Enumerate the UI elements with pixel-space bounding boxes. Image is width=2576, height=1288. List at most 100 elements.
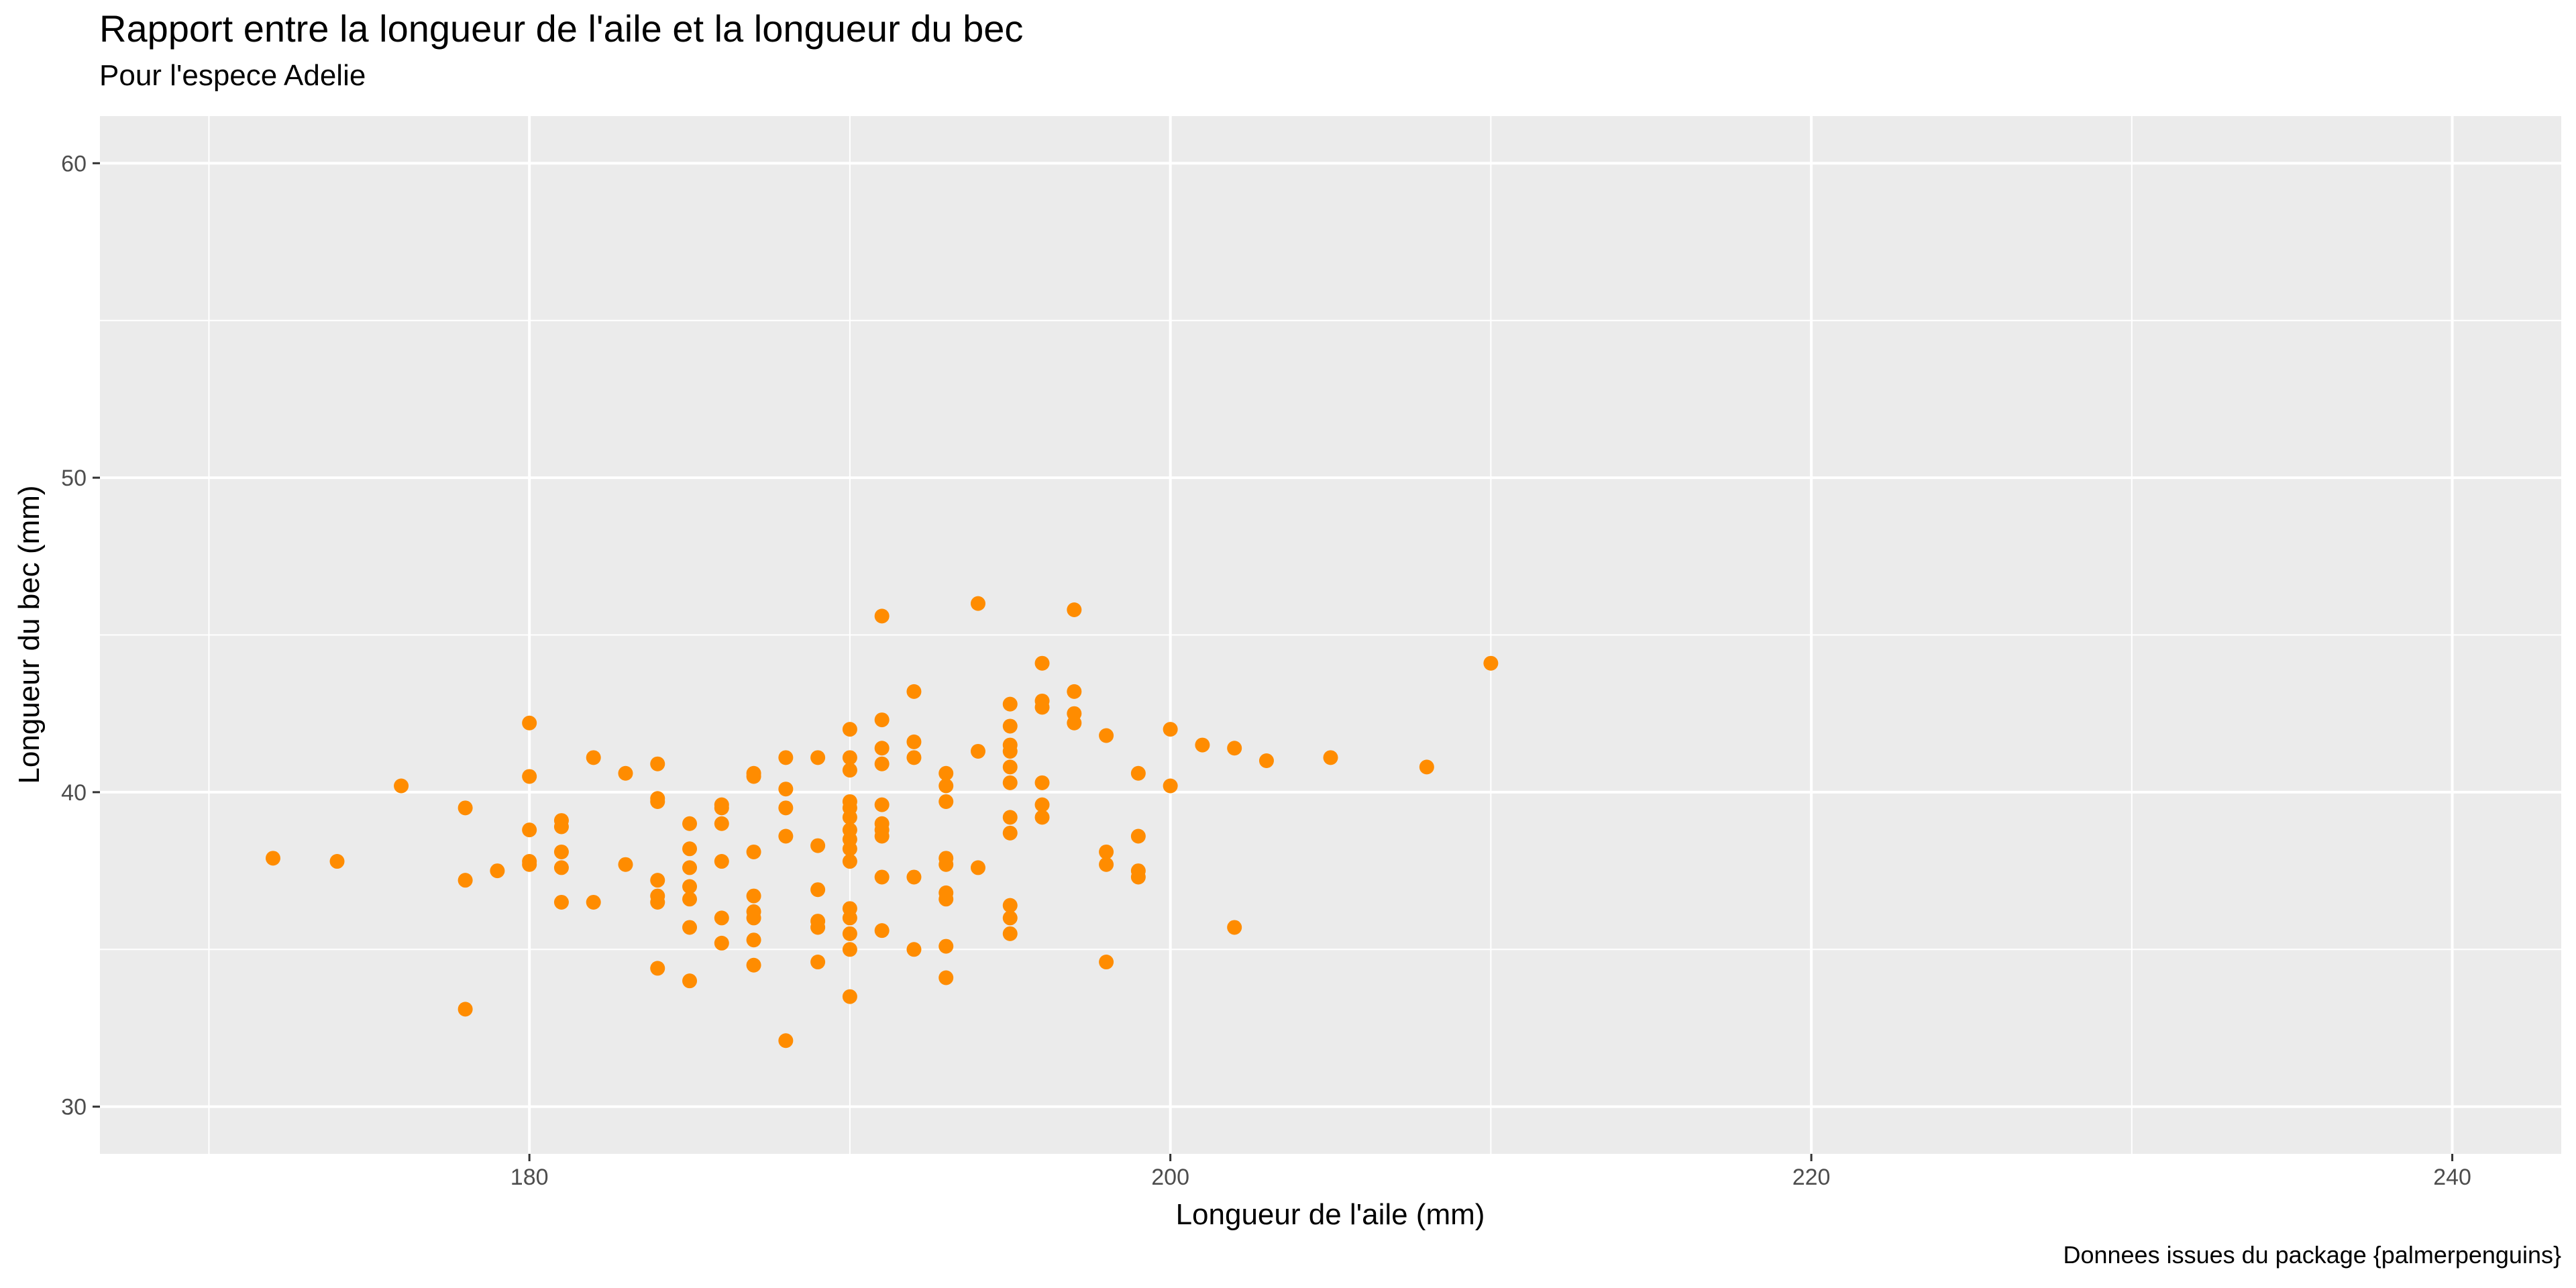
data-point bbox=[938, 765, 954, 781]
data-point bbox=[650, 794, 665, 809]
data-point bbox=[265, 851, 280, 866]
data-point bbox=[1002, 743, 1018, 759]
data-point bbox=[1099, 857, 1114, 872]
data-point bbox=[458, 873, 473, 888]
y-tick-label: 60 bbox=[61, 151, 87, 176]
data-point bbox=[682, 841, 698, 857]
data-point bbox=[682, 973, 698, 989]
data-point bbox=[1227, 920, 1242, 935]
x-tick-label: 220 bbox=[1792, 1165, 1831, 1190]
data-point bbox=[1034, 700, 1050, 715]
data-point bbox=[842, 722, 857, 737]
data-point bbox=[1130, 765, 1146, 781]
data-point bbox=[906, 734, 922, 749]
data-point bbox=[1323, 750, 1338, 765]
data-point bbox=[714, 910, 729, 926]
data-point bbox=[1258, 753, 1274, 769]
data-point bbox=[522, 857, 537, 872]
data-point bbox=[778, 1033, 794, 1049]
data-point bbox=[842, 763, 857, 778]
data-point bbox=[1002, 898, 1018, 913]
data-point bbox=[1067, 684, 1082, 699]
data-point bbox=[1002, 926, 1018, 941]
x-axis-title: Longueur de l'aile (mm) bbox=[1176, 1198, 1485, 1231]
data-point bbox=[1002, 825, 1018, 841]
data-point bbox=[746, 957, 761, 973]
data-point bbox=[458, 1002, 473, 1017]
data-point bbox=[586, 750, 601, 765]
data-point bbox=[1099, 844, 1114, 859]
y-tick-label: 30 bbox=[61, 1095, 87, 1120]
grid-major bbox=[100, 116, 2561, 1154]
data-point bbox=[522, 715, 537, 731]
data-point bbox=[1099, 728, 1114, 743]
y-axis-title: Longueur du bec (mm) bbox=[13, 485, 46, 784]
data-point bbox=[970, 596, 985, 611]
data-point bbox=[874, 756, 890, 771]
data-point bbox=[874, 608, 890, 624]
data-point bbox=[522, 822, 537, 838]
data-point bbox=[778, 828, 794, 844]
x-tick-label: 180 bbox=[511, 1165, 549, 1190]
data-point bbox=[810, 750, 826, 765]
y-tick-label: 50 bbox=[61, 466, 87, 491]
data-point bbox=[778, 750, 794, 765]
data-point bbox=[553, 819, 569, 835]
data-point bbox=[874, 869, 890, 885]
data-point bbox=[586, 894, 601, 910]
data-point bbox=[938, 857, 954, 872]
data-point bbox=[842, 926, 857, 941]
data-point bbox=[1195, 737, 1210, 753]
data-point bbox=[490, 863, 505, 879]
data-point bbox=[938, 892, 954, 907]
y-tick-label: 40 bbox=[61, 780, 87, 806]
data-point bbox=[1163, 722, 1178, 737]
data-point bbox=[1419, 759, 1434, 775]
data-point bbox=[714, 816, 729, 831]
data-point bbox=[682, 920, 698, 935]
data-point bbox=[650, 961, 665, 976]
data-point bbox=[778, 800, 794, 816]
data-point bbox=[553, 844, 569, 859]
data-point bbox=[553, 860, 569, 875]
x-axis: 180 200 220 240 bbox=[511, 1154, 2471, 1190]
data-point bbox=[810, 882, 826, 898]
data-point bbox=[1034, 775, 1050, 790]
data-points bbox=[265, 596, 1499, 1049]
data-point bbox=[746, 769, 761, 784]
chart-subtitle: Pour l'espece Adelie bbox=[99, 59, 366, 92]
data-point bbox=[714, 935, 729, 951]
data-point bbox=[1483, 655, 1499, 671]
data-point bbox=[1002, 718, 1018, 734]
data-point bbox=[1002, 910, 1018, 926]
data-point bbox=[553, 894, 569, 910]
grid-minor bbox=[100, 116, 2561, 1154]
data-point bbox=[1130, 828, 1146, 844]
data-point bbox=[1099, 955, 1114, 970]
data-point bbox=[458, 800, 473, 816]
data-point bbox=[874, 828, 890, 844]
data-point bbox=[778, 782, 794, 797]
data-point bbox=[938, 970, 954, 985]
data-point bbox=[618, 857, 633, 872]
data-point bbox=[1067, 602, 1082, 617]
chart-title: Rapport entre la longueur de l'aile et l… bbox=[99, 7, 1024, 50]
data-point bbox=[746, 910, 761, 926]
data-point bbox=[874, 797, 890, 812]
data-point bbox=[842, 750, 857, 765]
data-point bbox=[650, 756, 665, 771]
data-point bbox=[810, 955, 826, 970]
data-point bbox=[682, 892, 698, 907]
data-point bbox=[1163, 778, 1178, 794]
data-point bbox=[842, 942, 857, 957]
data-point bbox=[714, 854, 729, 869]
data-point bbox=[1002, 696, 1018, 712]
data-point bbox=[650, 894, 665, 910]
y-axis: 30 40 50 60 bbox=[61, 151, 100, 1120]
chart-caption: Donnees issues du package {palmerpenguin… bbox=[2063, 1241, 2561, 1269]
data-point bbox=[906, 684, 922, 699]
data-point bbox=[842, 854, 857, 869]
data-point bbox=[1130, 869, 1146, 885]
data-point bbox=[746, 932, 761, 948]
data-point bbox=[874, 923, 890, 938]
